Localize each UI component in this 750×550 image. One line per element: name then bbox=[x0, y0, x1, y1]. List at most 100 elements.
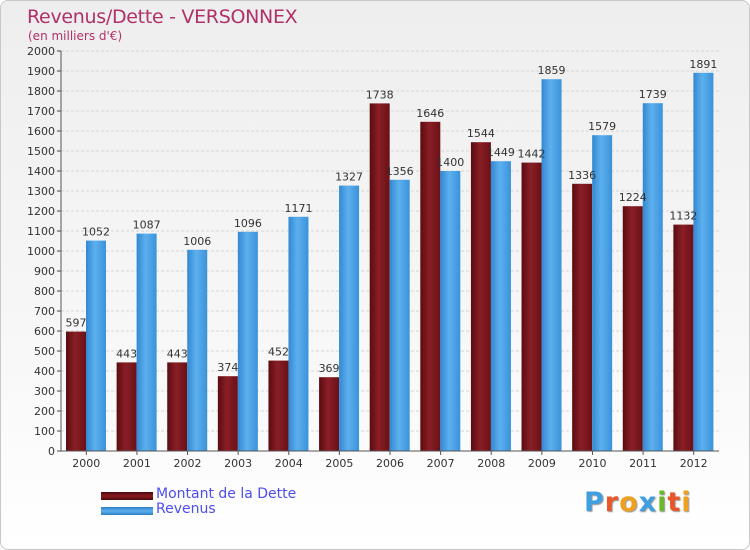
x-tick-label: 2000 bbox=[72, 457, 100, 470]
bar-revenus bbox=[136, 233, 157, 451]
bar-dette bbox=[167, 362, 188, 451]
y-tick-label: 0 bbox=[48, 445, 55, 458]
data-label-dette: 452 bbox=[268, 346, 289, 359]
y-tick-label: 700 bbox=[34, 305, 55, 318]
bar-dette bbox=[217, 376, 238, 451]
y-tick-label: 1700 bbox=[27, 105, 55, 118]
legend-swatch-dette bbox=[101, 492, 153, 500]
bar-dette bbox=[622, 206, 643, 451]
bar-revenus bbox=[693, 72, 714, 452]
chart-title: Revenus/Dette - VERSONNEX bbox=[27, 6, 298, 28]
y-tick-label: 900 bbox=[34, 265, 55, 278]
data-label-dette: 597 bbox=[66, 317, 87, 330]
data-label-dette: 1132 bbox=[669, 210, 697, 223]
bar-dette bbox=[268, 360, 289, 451]
data-label-revenus: 1052 bbox=[82, 226, 110, 239]
data-label-dette: 443 bbox=[116, 347, 137, 360]
bar-dette bbox=[369, 103, 390, 452]
y-tick-label: 1400 bbox=[27, 165, 55, 178]
data-label-dette: 443 bbox=[167, 347, 188, 360]
x-tick-label: 2011 bbox=[629, 457, 657, 470]
y-tick-label: 100 bbox=[34, 425, 55, 438]
data-label-revenus: 1006 bbox=[183, 235, 211, 248]
y-tick-label: 2000 bbox=[27, 45, 55, 58]
y-tick-label: 1000 bbox=[27, 245, 55, 258]
bar-dette bbox=[66, 331, 86, 451]
data-label-dette: 1646 bbox=[416, 107, 444, 120]
bar-revenus bbox=[86, 240, 106, 451]
logo-letter: t bbox=[667, 487, 682, 518]
data-label-revenus: 1096 bbox=[234, 217, 262, 230]
data-label-dette: 1442 bbox=[518, 148, 546, 161]
y-tick-label: 1500 bbox=[27, 145, 55, 158]
data-label-dette: 374 bbox=[217, 361, 238, 374]
x-tick-label: 2007 bbox=[427, 457, 455, 470]
data-label-dette: 1544 bbox=[467, 127, 495, 140]
chart-subtitle: (en milliers d'€) bbox=[28, 29, 123, 43]
legend-swatch-revenus bbox=[101, 507, 153, 515]
y-tick-label: 1300 bbox=[27, 185, 55, 198]
bar-revenus bbox=[389, 179, 410, 452]
data-label-revenus: 1891 bbox=[689, 58, 717, 71]
x-tick-label: 2012 bbox=[680, 457, 708, 470]
bar-dette bbox=[319, 377, 340, 451]
data-label-revenus: 1400 bbox=[436, 156, 464, 169]
data-label-dette: 1224 bbox=[619, 191, 647, 204]
x-tick-label: 2008 bbox=[477, 457, 505, 470]
y-tick-label: 1900 bbox=[27, 65, 55, 78]
logo-letter: i bbox=[681, 487, 692, 518]
bar-revenus bbox=[339, 185, 360, 451]
data-label-dette: 1738 bbox=[366, 88, 394, 101]
bar-dette bbox=[673, 224, 694, 451]
x-tick-label: 2002 bbox=[174, 457, 202, 470]
bar-dette bbox=[572, 183, 593, 452]
bar-revenus bbox=[592, 135, 613, 451]
logo-letter: i bbox=[657, 487, 668, 518]
y-tick-label: 400 bbox=[34, 365, 55, 378]
proxiti-logo: Proxiti bbox=[584, 487, 692, 518]
logo-letter: o bbox=[619, 487, 639, 518]
data-label-dette: 1336 bbox=[568, 169, 596, 182]
bar-dette bbox=[521, 162, 542, 451]
bar-revenus bbox=[642, 103, 663, 451]
data-label-revenus: 1859 bbox=[538, 64, 566, 77]
legend-label-revenus: Revenus bbox=[156, 501, 216, 517]
x-tick-label: 2003 bbox=[224, 457, 252, 470]
bar-revenus bbox=[187, 249, 208, 451]
data-label-revenus: 1449 bbox=[487, 146, 515, 159]
x-tick-label: 2004 bbox=[275, 457, 303, 470]
y-tick-label: 1800 bbox=[27, 85, 55, 98]
bar-revenus bbox=[237, 231, 258, 451]
bar-revenus bbox=[440, 171, 461, 451]
data-label-revenus: 1171 bbox=[284, 202, 312, 215]
data-label-revenus: 1356 bbox=[386, 165, 414, 178]
y-tick-label: 200 bbox=[34, 405, 55, 418]
bar-revenus bbox=[490, 161, 511, 451]
logo-letter: P bbox=[584, 487, 605, 518]
bar-dette bbox=[420, 121, 441, 452]
data-label-revenus: 1087 bbox=[133, 219, 161, 232]
bar-revenus bbox=[288, 216, 309, 451]
y-tick-label: 500 bbox=[34, 345, 55, 358]
x-tick-label: 2009 bbox=[528, 457, 556, 470]
bar-revenus bbox=[541, 79, 562, 451]
x-tick-label: 2010 bbox=[578, 457, 606, 470]
y-tick-label: 1100 bbox=[27, 225, 55, 238]
y-tick-label: 1200 bbox=[27, 205, 55, 218]
data-label-revenus: 1327 bbox=[335, 171, 363, 184]
y-tick-label: 800 bbox=[34, 285, 55, 298]
y-tick-label: 600 bbox=[34, 325, 55, 338]
data-label-revenus: 1739 bbox=[639, 88, 667, 101]
bar-dette bbox=[116, 362, 137, 451]
x-tick-label: 2001 bbox=[123, 457, 151, 470]
y-tick-label: 300 bbox=[34, 385, 55, 398]
legend-label-dette: Montant de la Dette bbox=[156, 486, 297, 502]
logo-letter: x bbox=[638, 487, 658, 518]
data-label-dette: 369 bbox=[319, 362, 340, 375]
x-tick-label: 2005 bbox=[325, 457, 353, 470]
x-tick-label: 2006 bbox=[376, 457, 404, 470]
bar-dette bbox=[470, 142, 491, 451]
data-label-revenus: 1579 bbox=[588, 120, 616, 133]
